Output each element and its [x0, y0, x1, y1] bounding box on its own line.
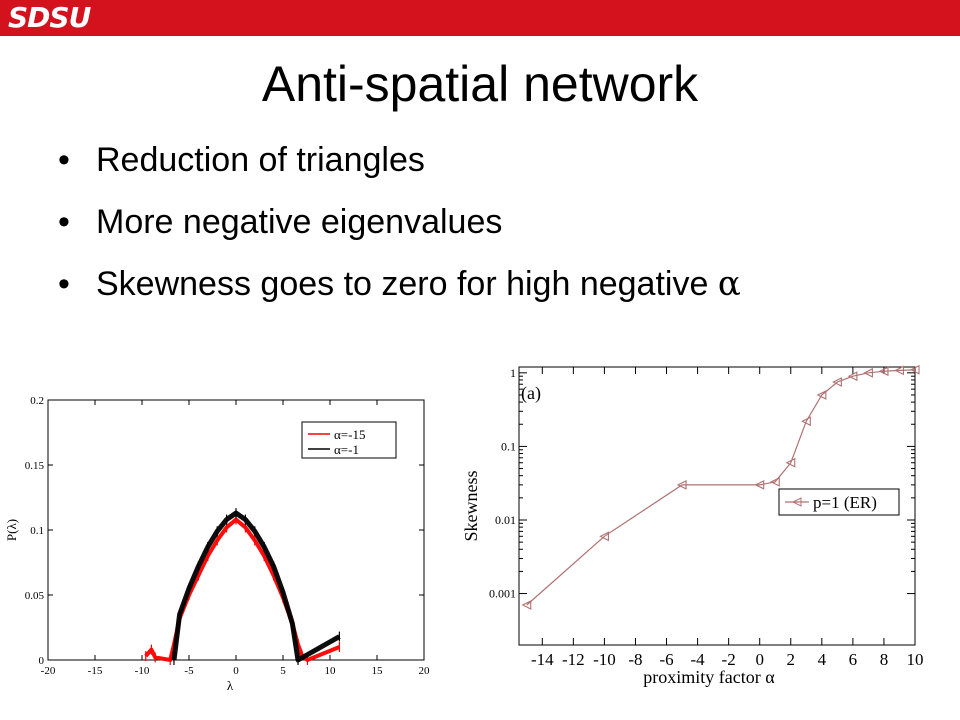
x-tick-label: 15	[372, 665, 384, 677]
bullet-dot: •	[58, 203, 70, 241]
y-tick-label: 0.1	[30, 525, 44, 537]
x-tick-label: 4	[818, 650, 827, 669]
x-axis-label: λ	[227, 678, 234, 693]
bullet-item: • Reduction of triangles	[58, 140, 741, 180]
x-tick-label: -2	[722, 650, 736, 669]
x-tick-label: -10	[135, 665, 150, 677]
data-point	[785, 457, 796, 468]
x-tick-label: -14	[531, 650, 554, 669]
x-axis-label: proximity factor α	[643, 667, 775, 687]
data-point	[832, 377, 842, 387]
x-tick-label: -6	[659, 650, 673, 669]
bullet-item: • More negative eigenvalues	[58, 202, 741, 242]
data-point	[770, 476, 780, 487]
bullet-dot: •	[58, 265, 70, 303]
bullet-text: More negative eigenvalues	[96, 203, 503, 241]
x-tick-label: 0	[233, 665, 239, 677]
x-tick-label: -4	[691, 650, 706, 669]
data-point	[847, 371, 858, 382]
y-tick-label: 0.05	[25, 590, 45, 602]
data-point	[801, 416, 811, 427]
y-tick-label: 0.001	[489, 587, 516, 601]
data-point	[754, 479, 765, 490]
x-tick-label: -10	[593, 650, 616, 669]
skewness-chart: -14 -12 -10 -8 -6 -4 -2 0 2 4 6 8 10 0.001 0.01 0.1 1 pro…	[461, 364, 924, 687]
data-point	[521, 600, 532, 610]
legend-box	[301, 421, 397, 459]
bullet-text: Skewness goes to zero for high negative	[96, 265, 718, 303]
y-tick-label: 0.15	[25, 460, 45, 472]
x-tick-label: 8	[880, 650, 889, 669]
data-point	[816, 390, 827, 400]
x-tick-label: 20	[419, 665, 431, 677]
data-point	[676, 479, 687, 490]
x-tick-label: 5	[280, 665, 286, 677]
series-line	[526, 369, 916, 606]
y-tick-label: 0.01	[495, 513, 516, 527]
x-tick-label: -8	[628, 650, 642, 669]
x-tick-label: -12	[562, 650, 585, 669]
bullet-dot: •	[58, 141, 70, 179]
x-tick-label: 0	[755, 650, 764, 669]
data-point	[894, 365, 905, 376]
x-tick-label: -20	[41, 665, 56, 677]
data-point	[863, 367, 873, 378]
bullet-text: Reduction of triangles	[96, 141, 425, 179]
legend-label: p=1 (ER)	[813, 493, 877, 512]
bullet-list: • Reduction of triangles • More negative e…	[58, 140, 741, 326]
header-bar: SDSU	[0, 0, 960, 36]
y-tick-label: 0.2	[30, 395, 44, 407]
y-axis-label: P(λ)	[4, 519, 19, 541]
x-tick-label: 2	[787, 650, 796, 669]
y-tick-label: 0.1	[501, 439, 516, 453]
y-axis-label: Skewness	[461, 471, 481, 542]
alpha-symbol: α	[717, 264, 741, 304]
sdsu-logo: SDSU	[8, 1, 91, 34]
x-tick-label: -5	[184, 665, 194, 677]
legend-label: α=-1	[334, 442, 359, 457]
panel-annotation: (a)	[521, 383, 541, 404]
data-point	[878, 366, 889, 377]
x-tick-label: 10	[325, 665, 337, 677]
plot-frame	[518, 366, 916, 646]
legend-box	[778, 488, 900, 516]
x-tick-label: 6	[849, 650, 858, 669]
legend-marker	[791, 497, 802, 507]
y-tick-label: 0	[39, 655, 45, 667]
legend-label: α=-15	[334, 427, 365, 442]
eigenvalue-density-chart: -20 -15 -10 -5 0 5 10 15 20 0 0.05 0.1 0.15 0.2 λ P(λ) α…	[4, 395, 431, 693]
data-point	[909, 364, 920, 375]
slide-title: Anti-spatial network	[261, 56, 699, 112]
series-line	[171, 510, 341, 663]
data-point	[599, 531, 609, 542]
y-tick-label: 1	[510, 366, 516, 380]
x-tick-label: 10	[907, 650, 924, 669]
x-tick-label: -15	[88, 665, 103, 677]
bullet-item: • Skewness goes to zero for high negative…	[58, 264, 741, 304]
